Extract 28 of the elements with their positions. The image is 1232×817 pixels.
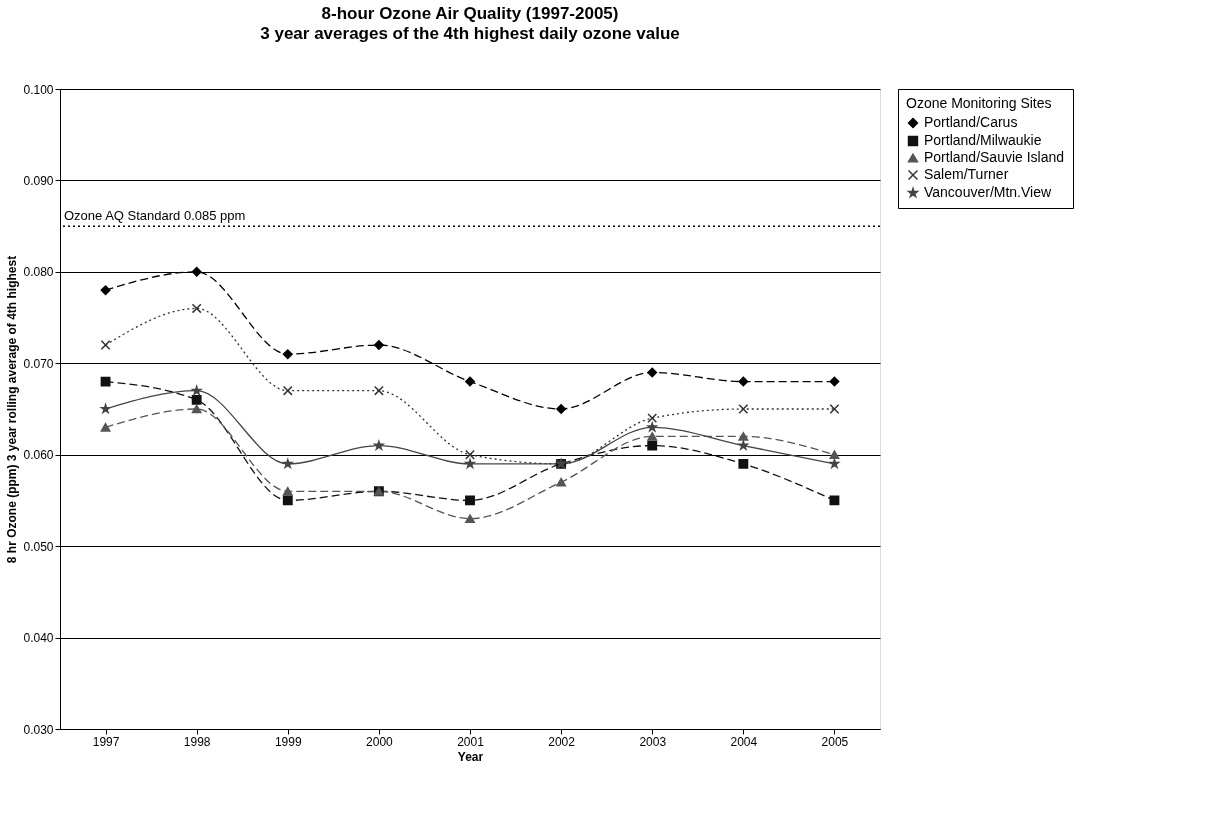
x-tick-label: 1999 xyxy=(274,734,302,749)
x-tick-label: 2000 xyxy=(366,734,394,749)
y-tick-label: 0.090 xyxy=(23,173,54,188)
y-tick-label: 0.050 xyxy=(23,539,54,554)
legend-label: Salem/Turner xyxy=(924,166,1009,182)
y-tick-label: 0.080 xyxy=(23,265,54,280)
x-tick-label: 2001 xyxy=(457,734,485,749)
y-tick-label: 0.030 xyxy=(23,722,54,737)
legend-label: Vancouver/Mtn.View xyxy=(924,184,1052,200)
y-tick-label: 0.070 xyxy=(23,356,54,371)
ref-line-label: Ozone AQ Standard 0.085 ppm xyxy=(64,208,246,224)
y-tick-label: 0.040 xyxy=(23,631,54,646)
y-tick-label: 0.060 xyxy=(23,448,54,463)
x-tick-label: 2005 xyxy=(821,734,849,749)
legend-label: Portland/Milwaukie xyxy=(924,132,1042,148)
chart-title: 8-hour Ozone Air Quality (1997-2005) xyxy=(321,4,619,23)
x-axis-title: Year xyxy=(457,749,484,764)
x-tick-label: 2003 xyxy=(639,734,667,749)
legend-label: Portland/Sauvie Island xyxy=(924,149,1065,165)
x-tick-label: 2004 xyxy=(730,734,758,749)
legend-label: Portland/Carus xyxy=(924,114,1018,130)
y-axis-title: 8 hr Ozone (ppm) 3 year rolling average of 4th highest xyxy=(5,255,20,564)
x-tick-label: 2002 xyxy=(548,734,576,749)
x-tick-label: 1997 xyxy=(92,734,120,749)
chart-subtitle: 3 year averages of the 4th highest daily ozone value xyxy=(260,24,680,43)
x-tick-label: 1998 xyxy=(183,734,211,749)
y-tick-label: 0.100 xyxy=(23,82,54,97)
legend-title: Ozone Monitoring Sites xyxy=(906,95,1052,111)
